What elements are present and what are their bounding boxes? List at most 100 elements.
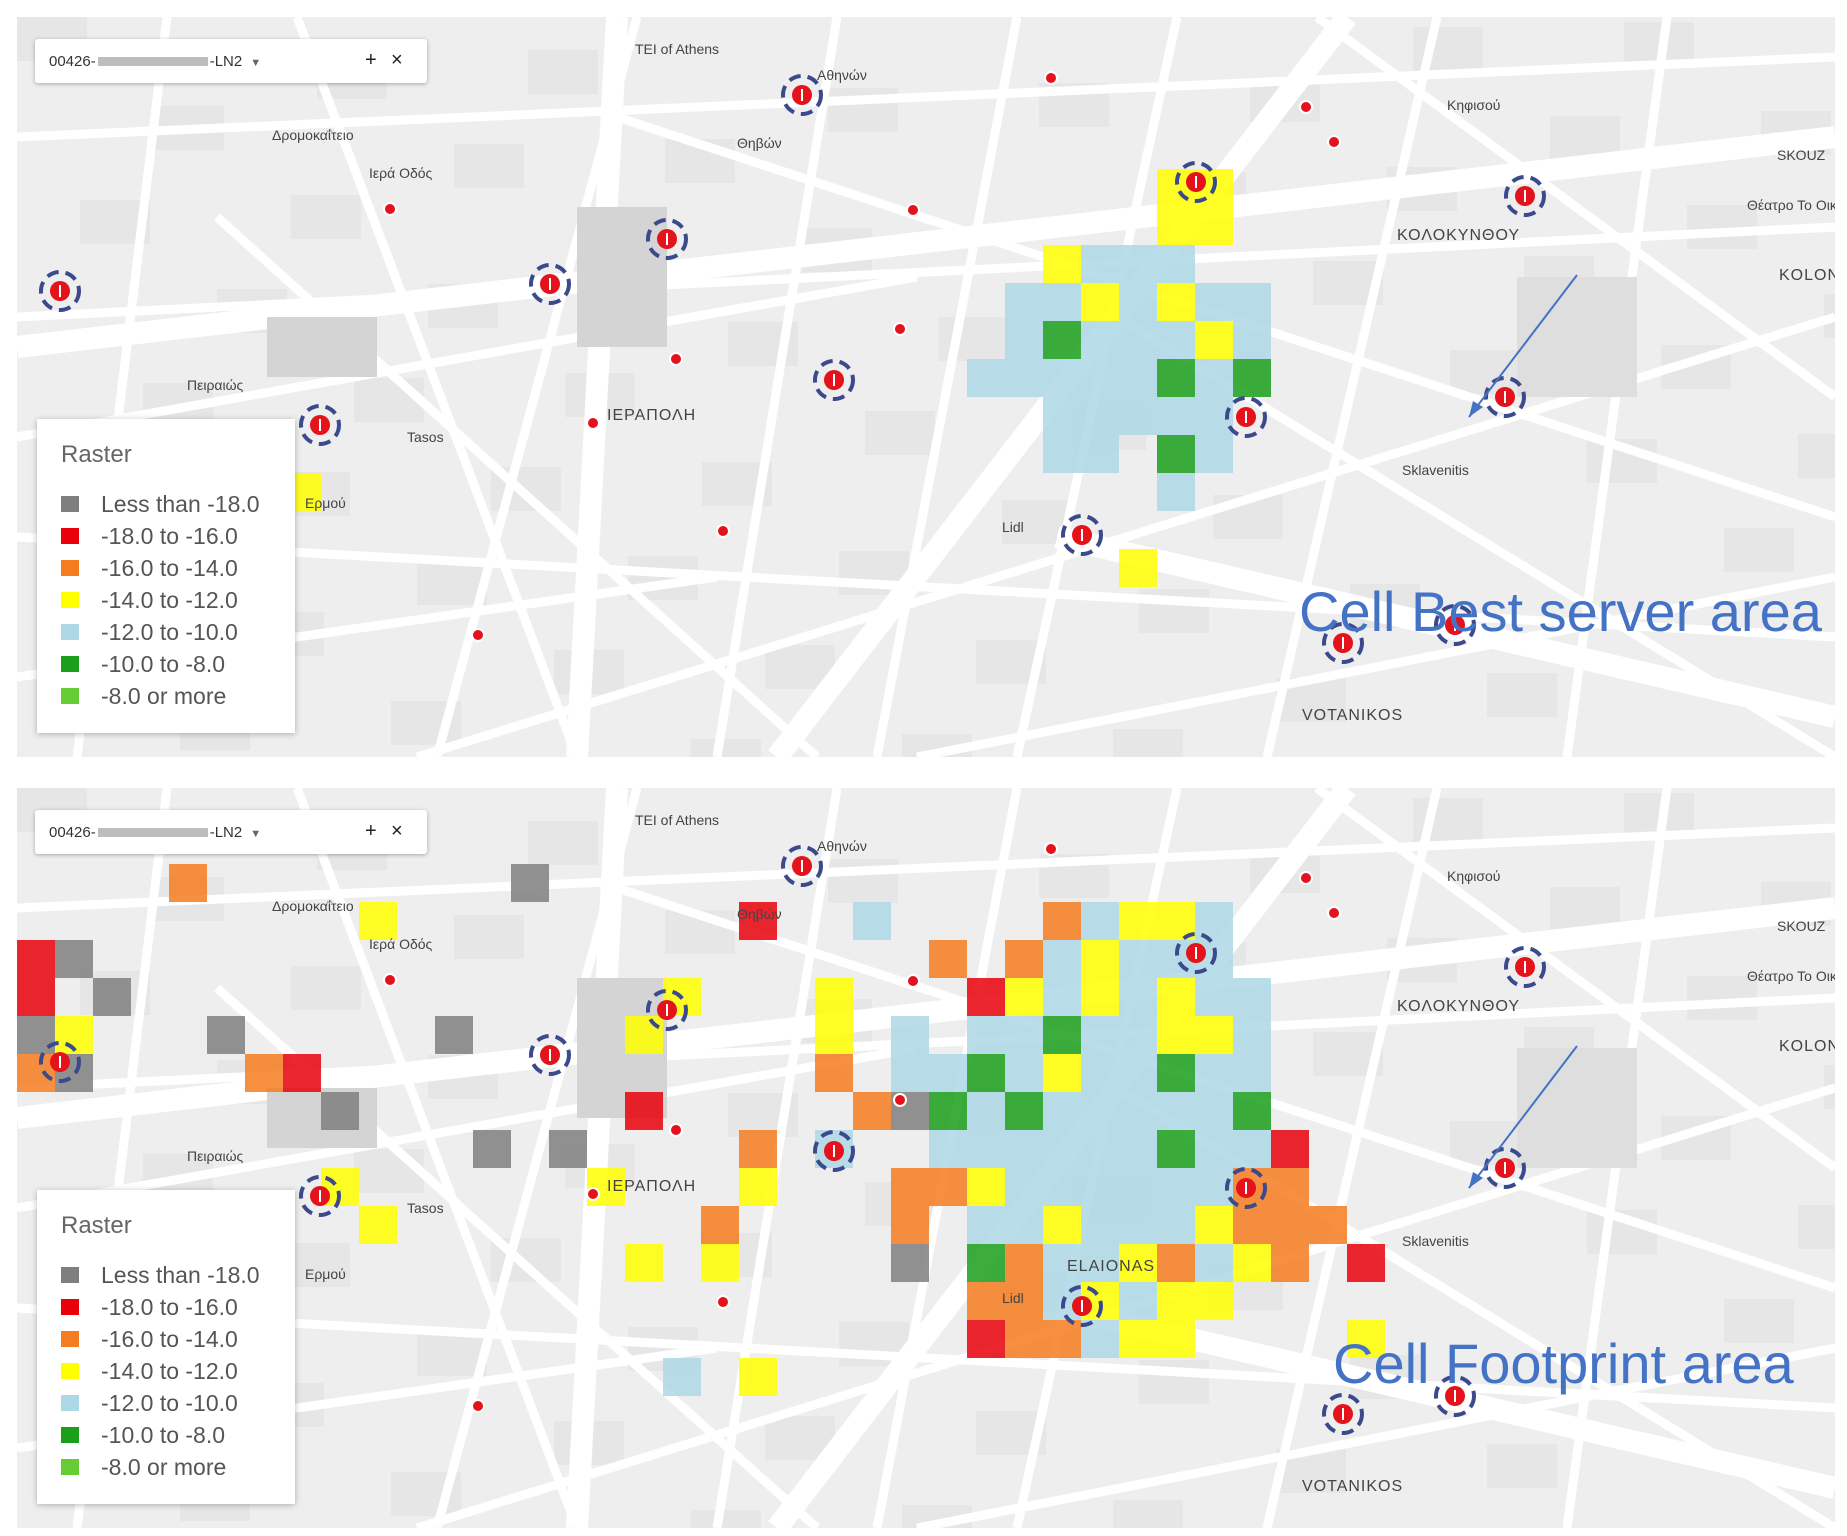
cell-tower-icon[interactable] <box>781 845 823 887</box>
cell-tower-icon[interactable] <box>299 404 341 446</box>
raster-legend: Raster Less than -18.0 -18.0 to -16.0 -16.0… <box>37 1190 295 1504</box>
site-dot-icon[interactable] <box>586 1187 600 1201</box>
raster-cell <box>1233 1244 1271 1282</box>
cell-tower-icon[interactable] <box>1061 514 1103 556</box>
cell-tower-icon[interactable] <box>813 359 855 401</box>
cell-tower-icon[interactable] <box>1434 1375 1476 1417</box>
site-dot-icon[interactable] <box>471 628 485 642</box>
city-block <box>354 378 424 422</box>
legend-swatch <box>61 688 79 704</box>
site-dot-icon[interactable] <box>716 1295 730 1309</box>
raster-cell <box>1043 1092 1081 1130</box>
park-area <box>1517 1048 1637 1168</box>
chevron-down-icon[interactable]: ▼ <box>250 56 262 69</box>
raster-cell <box>435 1016 473 1054</box>
cell-tower-icon[interactable] <box>1484 1147 1526 1189</box>
coverage-raster <box>283 169 1271 587</box>
raster-cell <box>1157 321 1195 359</box>
close-layer-button[interactable]: × <box>391 820 403 842</box>
map-label: VOTANIKOS <box>1302 1478 1404 1495</box>
cell-tower-icon[interactable] <box>1175 932 1217 974</box>
map-label: Θέατρο Το Οικό <box>1747 197 1835 213</box>
cell-tower-icon[interactable] <box>529 1034 571 1076</box>
legend-title: Raster <box>61 441 132 468</box>
park-area <box>267 317 377 377</box>
site-dot-icon[interactable] <box>1327 906 1341 920</box>
site-dot-icon[interactable] <box>906 203 920 217</box>
cell-tower-icon[interactable] <box>39 270 81 312</box>
cell-tower-icon[interactable] <box>1504 175 1546 217</box>
add-layer-button[interactable]: + <box>365 820 377 842</box>
site-dot-icon[interactable] <box>893 322 907 336</box>
raster-cell <box>1195 1282 1233 1320</box>
layer-selector[interactable]: 00426- -LN2 ▼ + × <box>35 810 427 854</box>
cell-tower-icon[interactable] <box>646 989 688 1031</box>
street <box>712 17 842 757</box>
site-dot-icon[interactable] <box>1327 135 1341 149</box>
site-dot-icon[interactable] <box>1044 842 1058 856</box>
cell-tower-icon[interactable] <box>39 1041 81 1083</box>
raster-cell <box>1043 245 1081 283</box>
site-dot-icon[interactable] <box>471 1399 485 1413</box>
city-block <box>417 1332 487 1376</box>
legend-label: -18.0 to -16.0 <box>101 1293 238 1320</box>
site-dot-icon[interactable] <box>586 416 600 430</box>
site-dot-icon[interactable] <box>716 524 730 538</box>
cell-tower-icon[interactable] <box>1434 604 1476 646</box>
raster-cell <box>1043 283 1081 321</box>
raster-cell <box>1119 1130 1157 1168</box>
cell-tower-icon[interactable] <box>646 218 688 260</box>
raster-cell <box>1081 1168 1119 1206</box>
cell-tower-icon[interactable] <box>299 1175 341 1217</box>
legend-swatch <box>61 1395 79 1411</box>
cell-tower-icon[interactable] <box>1322 622 1364 664</box>
add-layer-button[interactable]: + <box>365 49 377 71</box>
raster-cell <box>1119 1054 1157 1092</box>
raster-cell <box>815 1016 853 1054</box>
cell-tower-icon[interactable] <box>1504 946 1546 988</box>
cell-tower-icon[interactable] <box>529 263 571 305</box>
cell-tower-icon[interactable] <box>1175 161 1217 203</box>
site-dot-icon[interactable] <box>906 974 920 988</box>
layer-name[interactable]: 00426- -LN2 ▼ <box>49 823 262 841</box>
legend-label: -18.0 to -16.0 <box>101 522 238 549</box>
cell-tower-icon[interactable] <box>1484 376 1526 418</box>
site-dot-icon[interactable] <box>383 202 397 216</box>
raster-cell <box>17 978 55 1016</box>
site-dot-icon[interactable] <box>1299 100 1313 114</box>
site-dot-icon[interactable] <box>1299 871 1313 885</box>
map-panel-footprint[interactable]: ΙΕΡΑΠΟΛΗ ΚΟΛΟΚΥΝΘΟΥ KOLONOS VOTANIKOS SKOUZ Θ… <box>17 788 1835 1528</box>
map-canvas[interactable] <box>17 17 1835 757</box>
map-panel-best-server[interactable]: ΙΕΡΑΠΟΛΗ ΚΟΛΟΚΥΝΘΟΥ KOLONOS VOTANIKOS SKOUZ Θ… <box>17 17 1835 757</box>
raster-cell <box>1081 359 1119 397</box>
raster-cell <box>1195 1054 1233 1092</box>
chevron-down-icon[interactable]: ▼ <box>250 827 262 840</box>
raster-cell <box>967 1130 1005 1168</box>
raster-cell <box>473 1130 511 1168</box>
cell-tower-icon[interactable] <box>813 1130 855 1172</box>
site-dot-icon[interactable] <box>893 1093 907 1107</box>
raster-cell <box>1157 1092 1195 1130</box>
city-block <box>454 915 524 959</box>
cell-tower-icon[interactable] <box>1322 1393 1364 1435</box>
street <box>916 572 1835 757</box>
site-dot-icon[interactable] <box>383 973 397 987</box>
cell-tower-icon[interactable] <box>1225 396 1267 438</box>
map-canvas[interactable] <box>17 788 1835 1528</box>
cell-tower-icon[interactable] <box>781 74 823 116</box>
raster-cell <box>1157 1244 1195 1282</box>
raster-cell <box>169 864 207 902</box>
raster-cell <box>1043 359 1081 397</box>
layer-name[interactable]: 00426- -LN2 ▼ <box>49 52 262 70</box>
coverage-raster <box>17 864 1385 1396</box>
cell-tower-icon[interactable] <box>1061 1285 1103 1327</box>
site-dot-icon[interactable] <box>669 352 683 366</box>
raster-cell <box>17 1054 55 1092</box>
cell-tower-icon[interactable] <box>1225 1167 1267 1209</box>
layer-selector[interactable]: 00426- -LN2 ▼ + × <box>35 39 427 83</box>
close-layer-button[interactable]: × <box>391 49 403 71</box>
raster-cell <box>1119 1320 1157 1358</box>
site-dot-icon[interactable] <box>1044 71 1058 85</box>
raster-cell <box>1271 1168 1309 1206</box>
site-dot-icon[interactable] <box>669 1123 683 1137</box>
